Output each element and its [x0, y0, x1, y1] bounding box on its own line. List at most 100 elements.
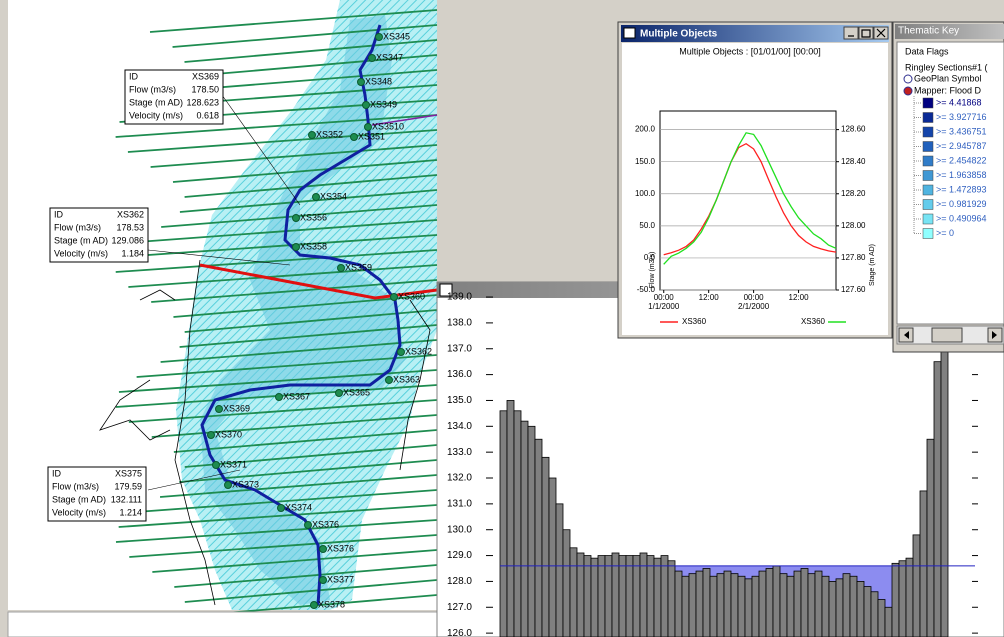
- node: [216, 406, 223, 413]
- bar: [598, 556, 605, 637]
- y-tick-label: 50.0: [639, 221, 655, 230]
- y-tick-label: 136.0: [447, 369, 472, 380]
- class-swatch: [923, 156, 933, 166]
- info-value: 178.50: [191, 84, 219, 94]
- thematic-key-window: Thematic Key Data Flags Ringley Sections#…: [893, 22, 1004, 352]
- minimize-button[interactable]: [844, 27, 858, 39]
- node: [391, 294, 398, 301]
- legend-label: XS360: [682, 317, 707, 326]
- y2-axis-label: Stage (m AD): [869, 244, 876, 286]
- bar: [913, 535, 920, 637]
- node-label: XS369: [223, 403, 250, 413]
- y2-tick-label: 128.60: [841, 125, 866, 134]
- bar: [626, 556, 633, 637]
- y-tick-label: 135.0: [447, 395, 472, 406]
- info-value: XS362: [117, 209, 144, 219]
- class-swatch: [923, 113, 933, 123]
- class-swatch: [923, 185, 933, 195]
- window-title: Thematic Key: [898, 26, 959, 37]
- class-label: >= 0: [936, 228, 954, 238]
- multiple-objects-window: Multiple Objects Multiple Objects : [01/…: [618, 22, 892, 338]
- scroll-thumb[interactable]: [932, 328, 962, 342]
- bar: [787, 576, 794, 637]
- layer-icon: [904, 87, 912, 95]
- x-tick-label: 00:00: [654, 293, 675, 302]
- bar: [906, 558, 913, 637]
- bar: [794, 571, 801, 637]
- bar: [710, 576, 717, 637]
- node-label: XS360: [398, 291, 425, 301]
- key-item: Data Flags: [905, 46, 949, 56]
- y-tick-label: 128.0: [447, 576, 472, 587]
- bar: [647, 556, 654, 637]
- node-label: XS374: [285, 502, 312, 512]
- class-label: >= 2.454822: [936, 155, 987, 165]
- node-label: XS358: [300, 241, 327, 251]
- bar: [801, 568, 808, 637]
- node: [305, 522, 312, 529]
- node: [208, 432, 215, 439]
- node-label: XS371: [220, 459, 247, 469]
- info-value: 132.111: [111, 494, 142, 504]
- class-label: >= 0.490964: [936, 213, 987, 223]
- info-label: Flow (m3/s): [52, 481, 99, 491]
- info-value: 129.086: [111, 235, 144, 245]
- bar: [885, 607, 892, 637]
- bar: [668, 561, 675, 637]
- info-label: Stage (m AD): [54, 235, 108, 245]
- bar: [542, 457, 549, 637]
- y2-tick-label: 127.60: [841, 285, 866, 294]
- node-label: XS378: [318, 599, 345, 609]
- y-tick-label: 132.0: [447, 473, 472, 484]
- bar: [724, 571, 731, 637]
- bar: [808, 574, 815, 637]
- y-tick-label: 200.0: [635, 125, 656, 134]
- node: [351, 134, 358, 141]
- bar: [556, 504, 563, 637]
- bar: [829, 581, 836, 637]
- bar: [591, 558, 598, 637]
- node-label: XS377: [327, 574, 354, 584]
- info-value: 179.59: [114, 481, 142, 491]
- class-label: >= 3.436751: [936, 126, 987, 136]
- node: [213, 462, 220, 469]
- node: [293, 215, 300, 222]
- bar: [892, 563, 899, 637]
- info-value: 1.214: [119, 507, 142, 517]
- bar: [731, 574, 738, 637]
- node-label: XS347: [376, 52, 403, 62]
- x-tick-label: 12:00: [699, 293, 720, 302]
- node-label: XS370: [215, 429, 242, 439]
- bar: [822, 576, 829, 637]
- node-label: XS356: [300, 212, 327, 222]
- key-list: [897, 42, 1004, 324]
- key-item: Ringley Sections#1 (: [905, 62, 988, 72]
- class-label: >= 2.945787: [936, 141, 987, 151]
- bar: [549, 478, 556, 637]
- bar: [521, 421, 528, 637]
- y-tick-label: 126.0: [447, 628, 472, 637]
- bar: [654, 558, 661, 637]
- bar: [752, 576, 759, 637]
- class-swatch: [923, 171, 933, 181]
- x-tick-label: 12:00: [789, 293, 810, 302]
- node-label: XS352: [316, 129, 343, 139]
- bar: [934, 362, 941, 637]
- key-item: GeoPlan Symbol: [914, 73, 982, 83]
- info-label: Flow (m3/s): [129, 84, 176, 94]
- node: [320, 546, 327, 553]
- y-tick-label: 129.0: [447, 550, 472, 561]
- node: [225, 482, 232, 489]
- bar: [738, 576, 745, 637]
- y-tick-label: 133.0: [447, 447, 472, 458]
- node: [311, 602, 318, 609]
- y-tick-label: 127.0: [447, 602, 472, 613]
- x-tick-date: 2/1/2000: [738, 302, 770, 311]
- y-tick-label: 150.0: [635, 157, 656, 166]
- bar: [661, 556, 668, 637]
- bar: [633, 556, 640, 637]
- bar: [507, 400, 514, 637]
- bar: [528, 426, 535, 637]
- node-label: XS349: [370, 99, 397, 109]
- y-tick-label: 100.0: [635, 189, 656, 198]
